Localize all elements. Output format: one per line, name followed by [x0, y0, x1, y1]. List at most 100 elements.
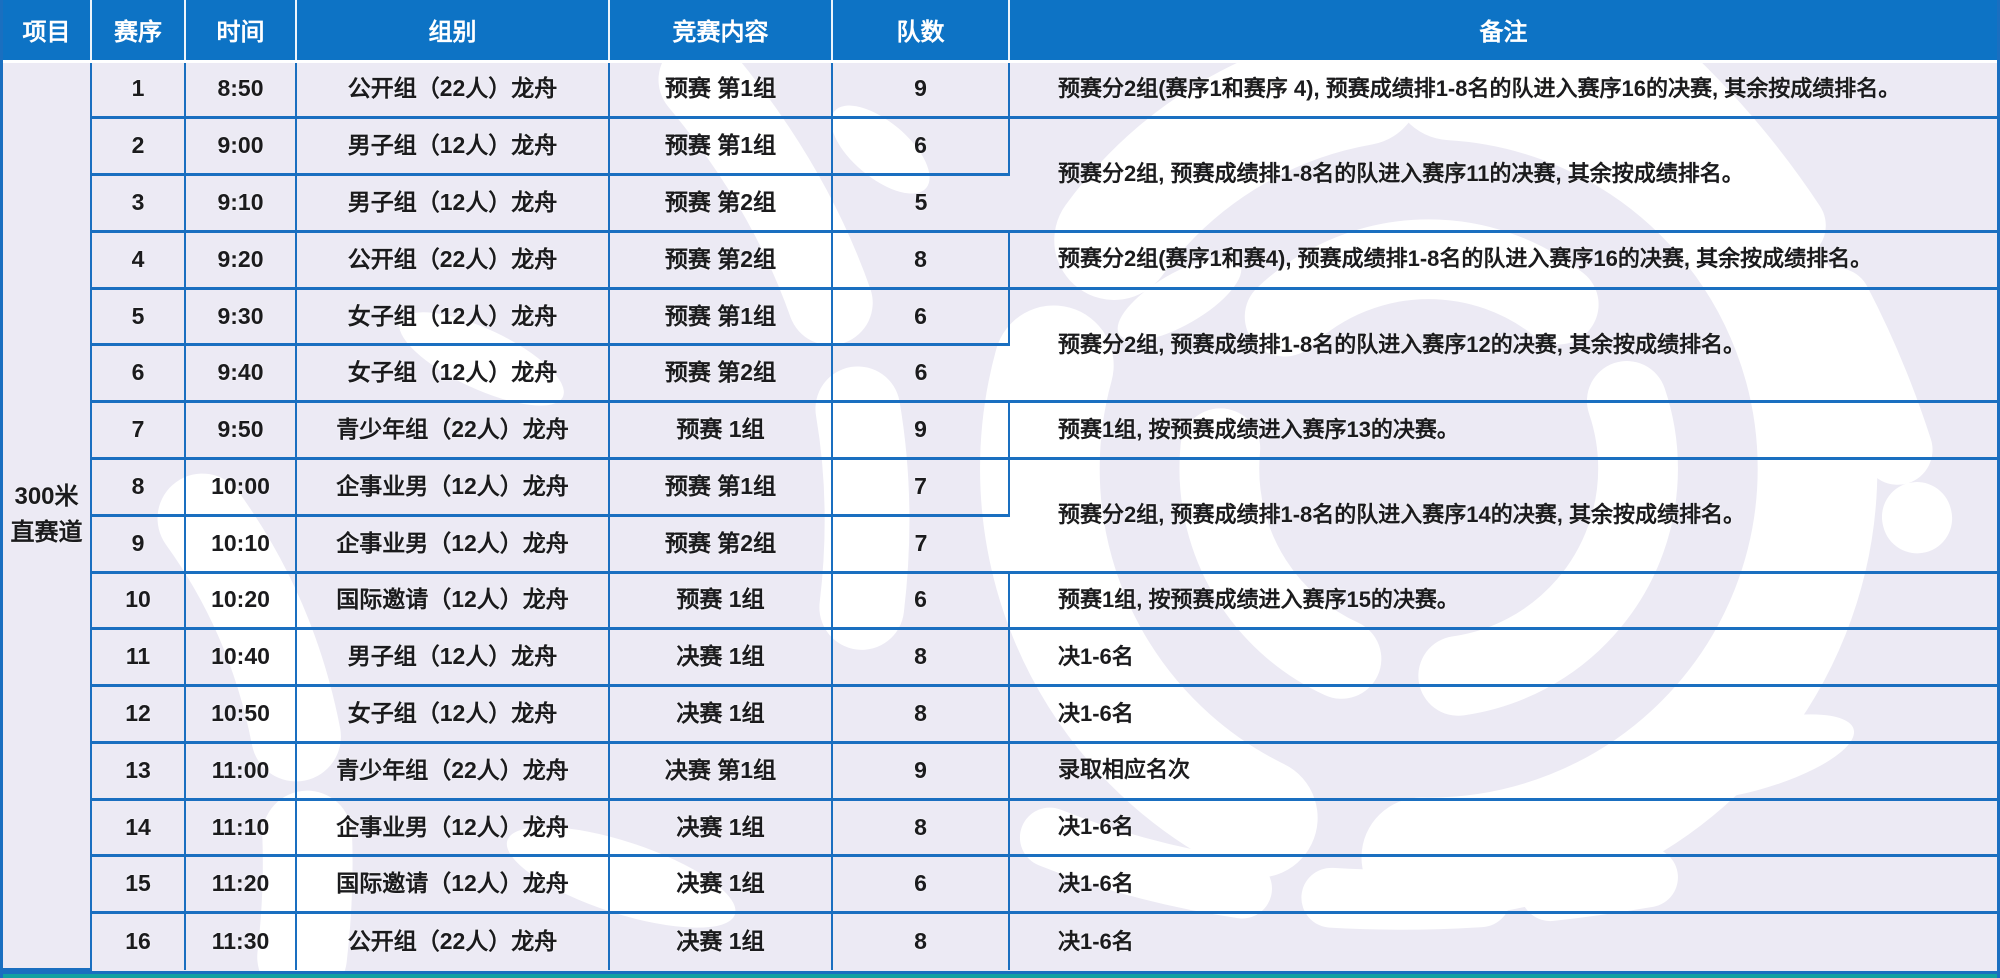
table-row: 300米 直赛道 1 8:50 公开组（22人）龙舟 预赛 第1组 9 预赛分2组(赛序1和赛…: [3, 61, 1997, 971]
bottom-blue-line: [3, 971, 1997, 974]
cell-remark: 录取相应名次: [1009, 742, 1997, 801]
cell-time: 10:00: [185, 458, 297, 517]
cell-group: 公开组（22人）龙舟: [296, 912, 610, 970]
cell-event: 预赛 第1组: [609, 458, 833, 517]
cell-time: 10:10: [185, 515, 297, 574]
cell-event: 决赛 1组: [609, 799, 833, 858]
cell-group: 青少年组（22人）龙舟: [296, 401, 610, 460]
cell-teams: 8: [832, 912, 1010, 970]
cell-time: 10:20: [185, 572, 297, 631]
table-row: 14 11:10 企事业男（12人）龙舟 决赛 1组 8 决1-6名: [3, 799, 1997, 858]
cell-remark: 预赛分2组, 预赛成绩排1-8名的队进入赛序14的决赛, 其余按成绩排名。: [1009, 458, 1997, 574]
column-header-teams: 队数: [832, 0, 1010, 63]
cell-remark: 预赛分2组, 预赛成绩排1-8名的队进入赛序12的决赛, 其余按成绩排名。: [1009, 288, 1997, 404]
cell-group: 企事业男（12人）龙舟: [296, 515, 610, 574]
column-header-project: 项目: [3, 0, 92, 63]
cell-remark: 决1-6名: [1009, 855, 1997, 915]
cell-group: 女子组（12人）龙舟: [296, 344, 610, 404]
cell-teams: 6: [832, 344, 1009, 404]
cell-time: 11:00: [185, 742, 297, 801]
column-header-time: 时间: [185, 0, 297, 63]
cell-group: 公开组（22人）龙舟: [296, 61, 610, 120]
cell-event: 决赛 1组: [609, 912, 833, 970]
cell-remark: 预赛分2组, 预赛成绩排1-8名的队进入赛序11的决赛, 其余按成绩排名。: [1009, 117, 1997, 233]
cell-remark: 决1-6名: [1009, 799, 1997, 858]
race-schedule-table: 项目 赛序 时间 组别 竞赛内容 队数 备注 300米 直赛道 1 8:50 公开组（22人）龙舟预…: [3, 0, 1997, 971]
cell-remark: 预赛1组, 按预赛成绩进入赛序15的决赛。: [1009, 572, 1997, 631]
cell-time: 9:20: [185, 231, 297, 290]
cell-event: 预赛 第1组: [609, 61, 833, 120]
table-row: 2 9:00 男子组（12人）龙舟 预赛 第1组 6 预赛分2组, 预赛成绩排1-8名的队…: [3, 117, 1997, 233]
cell-race-no: 4: [91, 231, 186, 290]
cell-time: 10:50: [185, 685, 297, 744]
cell-group: 企事业男（12人）龙舟: [296, 458, 610, 517]
table-row: 9 10:10 企事业男（12人）龙舟 预赛 第2组 7: [3, 515, 1997, 574]
cell-event: 预赛 第2组: [609, 344, 833, 404]
cell-time: 11:30: [185, 912, 297, 970]
cell-race-no: 15: [91, 855, 186, 915]
cell-race-no: 3: [91, 174, 186, 233]
cell-time: 9:00: [185, 117, 297, 177]
cell-teams: 7: [832, 458, 1010, 517]
project-label-line2: 直赛道: [10, 519, 83, 547]
cell-event: 决赛 1组: [609, 855, 833, 915]
table-row: 12 10:50 女子组（12人）龙舟 决赛 1组 8 决1-6名: [3, 685, 1997, 744]
cell-event: 预赛 第2组: [609, 231, 833, 290]
table-row: 6 9:40 女子组（12人）龙舟 预赛 第2组 6: [3, 344, 1997, 404]
cell-race-no: 5: [91, 288, 186, 347]
cell-time: 11:20: [185, 855, 297, 915]
cell-teams: 9: [832, 61, 1010, 120]
cell-teams: 6: [832, 117, 1010, 177]
cell-teams: 6: [832, 288, 1010, 347]
cell-race-no: 10: [91, 572, 186, 631]
cell-race-no: 7: [91, 401, 186, 460]
cell-teams: 8: [832, 231, 1010, 290]
bottom-teal-accent: [3, 974, 1997, 978]
cell-teams: 6: [832, 855, 1010, 915]
cell-remark: 决1-6名: [1058, 928, 1134, 954]
cell-event: 预赛 1组: [609, 572, 833, 631]
table-row: 8 10:00 企事业男（12人）龙舟 预赛 第1组 7 预赛分2组, 预赛成绩排1-8名…: [3, 458, 1997, 574]
cell-teams: 8: [832, 628, 1010, 688]
table-row: 13 11:00 青少年组（22人）龙舟 决赛 第1组 9 录取相应名次: [3, 742, 1997, 801]
header-row: 项目 赛序 时间 组别 竞赛内容 队数 备注: [3, 0, 1997, 63]
cell-race-no: 14: [91, 799, 186, 858]
cell-time: 9:40: [185, 344, 297, 404]
cell-event: 预赛 1组: [609, 401, 833, 460]
cell-teams: 7: [832, 515, 1009, 574]
cell-group: 青少年组（22人）龙舟: [296, 742, 610, 801]
cell-race-no: 1: [91, 61, 186, 120]
project-label-line1: 300米: [14, 483, 79, 511]
column-header-remark: 备注: [1009, 0, 1997, 63]
cell-group: 女子组（12人）龙舟: [296, 685, 610, 744]
cell-teams: 8: [832, 799, 1010, 858]
table-row: 3 9:10 男子组（12人）龙舟 预赛 第2组 5: [3, 174, 1997, 233]
table-row: 16 11:30 公开组（22人）龙舟 决赛 1组 8 决1-6名: [3, 912, 1997, 970]
cell-remark: 预赛分2组(赛序1和赛4), 预赛成绩排1-8名的队进入赛序16的决赛, 其余按…: [1009, 231, 1997, 290]
cell-race-no: 16: [91, 912, 186, 970]
cell-time: 11:10: [185, 799, 297, 858]
cell-event: 预赛 第1组: [609, 117, 833, 177]
cell-remark: 决1-6名: [1009, 685, 1997, 744]
cell-race-no: 6: [91, 344, 186, 404]
cell-group: 女子组（12人）龙舟: [296, 288, 610, 347]
cell-time: 10:40: [185, 628, 297, 688]
cell-teams: 6: [832, 572, 1010, 631]
cell-group: 企事业男（12人）龙舟: [296, 799, 610, 858]
cell-race-no: 11: [91, 628, 186, 688]
column-header-group: 组别: [296, 0, 610, 63]
table-row: 11 10:40 男子组（12人）龙舟 决赛 1组 8 决1-6名: [3, 628, 1997, 688]
cell-group: 公开组（22人）龙舟: [296, 231, 610, 290]
cell-project: 300米直赛道: [3, 61, 92, 971]
cell-race-no: 9: [91, 515, 186, 574]
cell-race-no: 2: [91, 117, 186, 177]
cell-event: 决赛 第1组: [609, 742, 833, 801]
cell-group: 男子组（12人）龙舟: [296, 628, 610, 688]
cell-event: 决赛 1组: [609, 628, 833, 688]
cell-remark: 预赛1组, 按预赛成绩进入赛序13的决赛。: [1009, 401, 1997, 460]
cell-group: 男子组（12人）龙舟: [296, 117, 610, 177]
cell-teams: 9: [832, 742, 1010, 801]
table-row: 10 10:20 国际邀请（12人）龙舟 预赛 1组 6 预赛1组, 按预赛成绩进入赛序1…: [3, 572, 1997, 631]
cell-race-no: 8: [91, 458, 186, 517]
cell-group: 国际邀请（12人）龙舟: [296, 855, 610, 915]
